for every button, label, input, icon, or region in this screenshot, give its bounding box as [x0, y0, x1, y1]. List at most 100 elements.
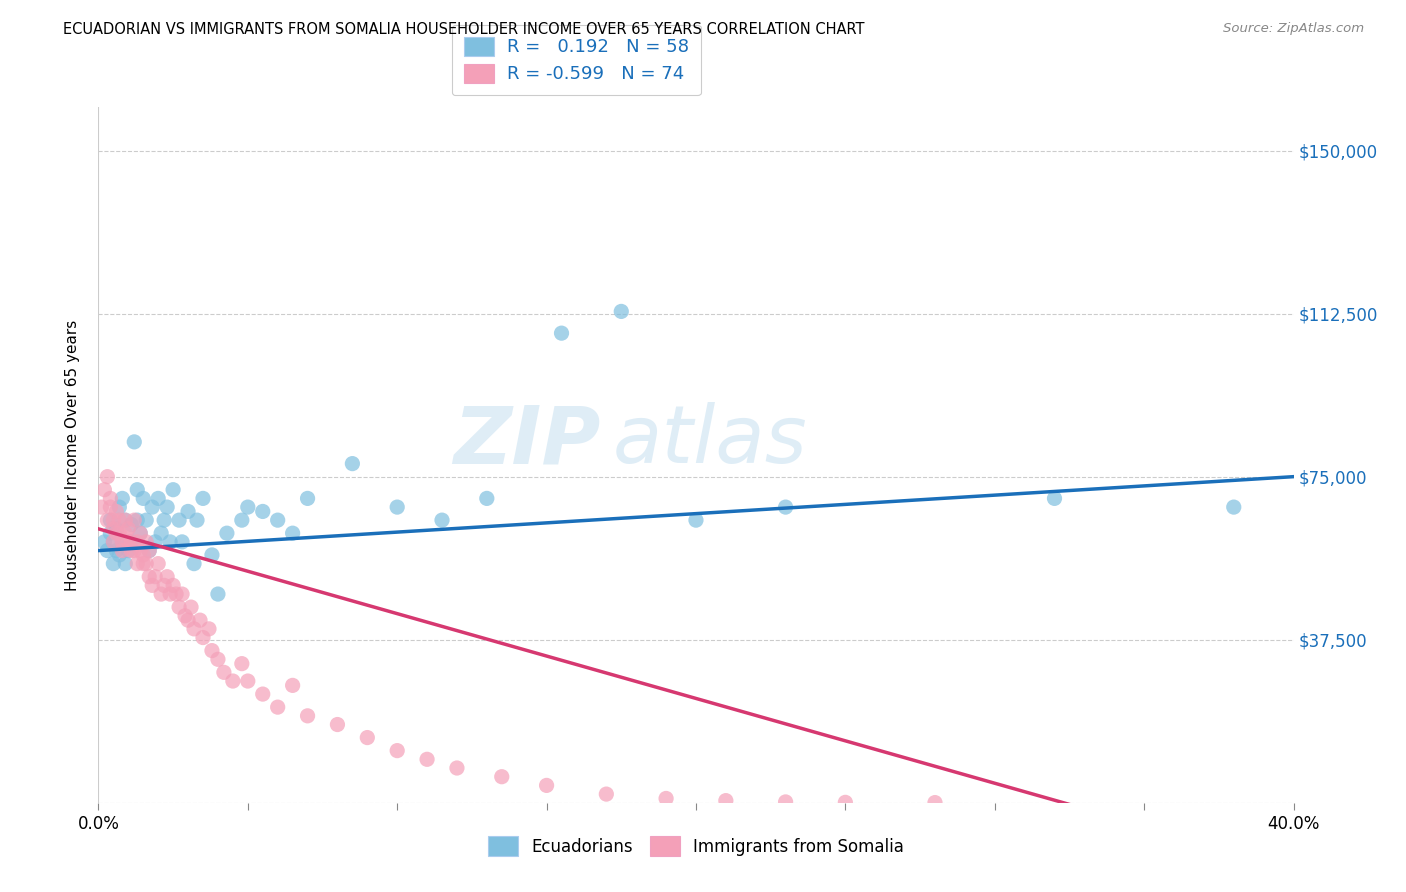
Point — [96, 469, 118, 483]
Point — [207, 652, 229, 666]
Point — [198, 622, 221, 636]
Point — [1223, 500, 1246, 514]
Point — [685, 513, 707, 527]
Point — [236, 500, 259, 514]
Point — [90, 500, 112, 514]
Legend: Ecuadorians, Immigrants from Somalia: Ecuadorians, Immigrants from Somalia — [479, 828, 912, 864]
Point — [132, 557, 155, 571]
Point — [117, 522, 139, 536]
Point — [174, 608, 197, 623]
Point — [191, 491, 214, 506]
Point — [167, 513, 190, 527]
Point — [159, 587, 181, 601]
Point — [96, 513, 118, 527]
Point — [111, 534, 134, 549]
Point — [108, 500, 131, 514]
Point — [114, 526, 136, 541]
Point — [385, 500, 409, 514]
Point — [111, 543, 134, 558]
Point — [550, 326, 572, 340]
Point — [135, 534, 157, 549]
Point — [834, 796, 856, 810]
Point — [135, 557, 157, 571]
Point — [117, 534, 139, 549]
Point — [108, 548, 131, 562]
Point — [183, 622, 205, 636]
Point — [416, 752, 439, 766]
Point — [172, 534, 194, 549]
Point — [267, 513, 290, 527]
Point — [105, 526, 128, 541]
Point — [595, 787, 617, 801]
Point — [714, 794, 737, 808]
Point — [281, 678, 304, 692]
Point — [124, 513, 146, 527]
Point — [430, 513, 453, 527]
Point — [98, 526, 122, 541]
Point — [356, 731, 378, 745]
Point — [129, 526, 152, 541]
Point — [159, 534, 181, 549]
Point — [207, 587, 229, 601]
Point — [236, 674, 259, 689]
Point — [162, 483, 184, 497]
Point — [150, 526, 173, 541]
Point — [120, 543, 142, 558]
Point — [148, 491, 170, 506]
Point — [191, 631, 214, 645]
Point — [475, 491, 498, 506]
Point — [127, 483, 149, 497]
Point — [215, 526, 238, 541]
Point — [172, 587, 194, 601]
Point — [326, 717, 349, 731]
Point — [165, 587, 187, 601]
Point — [103, 534, 125, 549]
Point — [93, 534, 115, 549]
Point — [655, 791, 678, 805]
Point — [114, 513, 136, 527]
Point — [231, 657, 253, 671]
Point — [183, 557, 205, 571]
Point — [108, 526, 131, 541]
Point — [385, 744, 409, 758]
Point — [103, 513, 125, 527]
Point — [120, 517, 142, 532]
Point — [117, 543, 139, 558]
Point — [775, 500, 797, 514]
Point — [127, 534, 149, 549]
Point — [129, 543, 152, 558]
Point — [252, 504, 274, 518]
Point — [98, 500, 122, 514]
Point — [138, 543, 160, 558]
Point — [138, 543, 160, 558]
Point — [222, 674, 245, 689]
Text: Source: ZipAtlas.com: Source: ZipAtlas.com — [1223, 22, 1364, 36]
Point — [143, 534, 166, 549]
Point — [96, 543, 118, 558]
Point — [156, 500, 179, 514]
Point — [148, 557, 170, 571]
Point — [132, 548, 155, 562]
Point — [141, 578, 163, 592]
Point — [127, 513, 149, 527]
Point — [103, 534, 125, 549]
Point — [162, 578, 184, 592]
Point — [188, 613, 211, 627]
Point — [135, 513, 157, 527]
Point — [98, 491, 122, 506]
Point — [297, 491, 319, 506]
Point — [446, 761, 468, 775]
Text: ECUADORIAN VS IMMIGRANTS FROM SOMALIA HOUSEHOLDER INCOME OVER 65 YEARS CORRELATI: ECUADORIAN VS IMMIGRANTS FROM SOMALIA HO… — [63, 22, 865, 37]
Point — [117, 534, 139, 549]
Point — [105, 504, 128, 518]
Point — [177, 613, 200, 627]
Point — [180, 600, 202, 615]
Point — [114, 513, 136, 527]
Point — [924, 796, 946, 810]
Point — [105, 543, 128, 558]
Point — [108, 513, 131, 527]
Point — [124, 543, 146, 558]
Point — [98, 513, 122, 527]
Point — [120, 534, 142, 549]
Point — [212, 665, 235, 680]
